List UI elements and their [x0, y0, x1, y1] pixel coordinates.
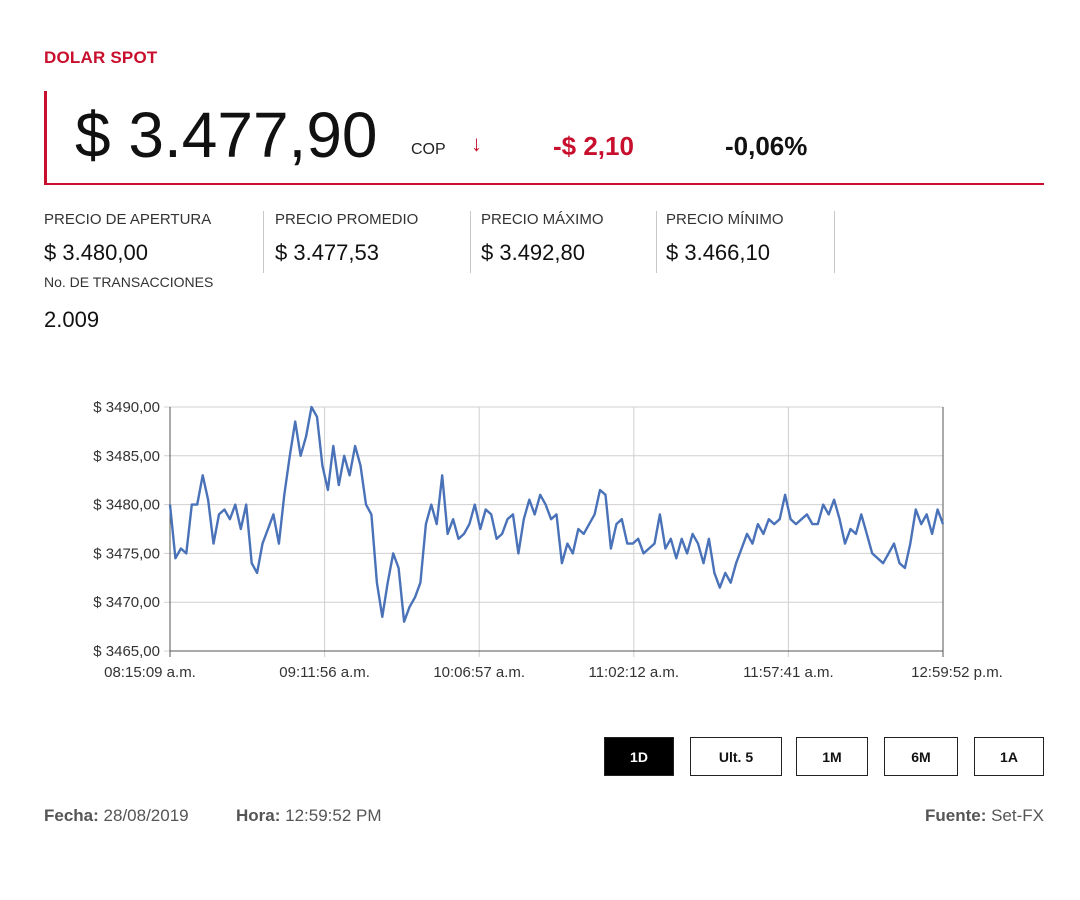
currency-label: COP: [411, 141, 446, 158]
price-change: -$ 2,10: [553, 131, 634, 161]
footer-time: Hora: 12:59:52 PM: [236, 806, 382, 826]
page-title: DOLAR SPOT: [44, 48, 158, 67]
y-tick-label: $ 3470,00: [93, 594, 160, 611]
x-tick-label: 08:15:09 a.m.: [104, 664, 196, 681]
stat-min-label: PRECIO MÍNIMO: [666, 211, 784, 228]
stat-opening: PRECIO DE APERTURA $ 3.480,00: [44, 211, 264, 273]
stat-average-label: PRECIO PROMEDIO: [275, 211, 419, 228]
x-tick-label: 11:02:12 a.m.: [588, 664, 679, 681]
stat-min: PRECIO MÍNIMO $ 3.466,10: [666, 211, 835, 273]
range-button-6m[interactable]: 6M: [884, 737, 958, 776]
stat-average: PRECIO PROMEDIO $ 3.477,53: [275, 211, 471, 273]
x-tick-label: 10:06:57 a.m.: [433, 664, 525, 681]
y-tick-label: $ 3465,00: [93, 643, 160, 660]
source-label: Fuente:: [924, 806, 987, 825]
price-line-chart: $ 3465,00 $ 3470,00 $ 3475,00 $ 3480,00 $ 34…: [93, 399, 1003, 681]
range-button-1m[interactable]: 1M: [796, 737, 868, 776]
source-value: Set-FX: [991, 806, 1044, 825]
x-tick-label: 09:11:56 a.m.: [279, 664, 370, 681]
date-value: 28/08/2019: [103, 806, 189, 825]
y-tick-label: $ 3480,00: [93, 497, 160, 514]
y-tick-label: $ 3485,00: [93, 448, 160, 465]
down-arrow-icon: ↓: [471, 131, 482, 156]
stat-max: PRECIO MÁXIMO $ 3.492,80: [481, 211, 657, 273]
price-series-line: [168, 405, 945, 623]
y-tick-label: $ 3475,00: [93, 545, 160, 562]
time-value: 12:59:52 PM: [285, 806, 382, 825]
price-change-percent: -0,06%: [725, 131, 808, 161]
stat-opening-value: $ 3.480,00: [44, 240, 148, 265]
transactions-value: 2.009: [44, 307, 100, 332]
x-tick-label: 11:57:41 a.m.: [743, 664, 834, 681]
x-tick-label: 12:59:52 p.m.: [911, 664, 1003, 681]
stat-opening-label: PRECIO DE APERTURA: [44, 211, 212, 228]
y-tick-label: $ 3490,00: [93, 399, 160, 416]
time-label: Hora:: [236, 806, 281, 825]
transactions-label: No. DE TRANSACCIONES: [44, 274, 214, 290]
range-button-1d[interactable]: 1D: [604, 737, 674, 776]
footer-date: Fecha: 28/08/2019: [44, 806, 189, 826]
stat-max-value: $ 3.492,80: [481, 240, 585, 265]
stat-min-value: $ 3.466,10: [666, 240, 770, 265]
current-price: $ 3.477,90: [75, 99, 378, 171]
range-button-ult-5[interactable]: Ult. 5: [690, 737, 782, 776]
stat-average-value: $ 3.477,53: [275, 240, 379, 265]
range-button-1a[interactable]: 1A: [974, 737, 1044, 776]
price-panel: $ 3.477,90 COP ↓ -$ 2,10 -0,06%: [44, 91, 1044, 185]
footer-source: Fuente: Set-FX: [925, 806, 1044, 826]
date-label: Fecha:: [44, 806, 99, 825]
stat-max-label: PRECIO MÁXIMO: [481, 211, 604, 228]
